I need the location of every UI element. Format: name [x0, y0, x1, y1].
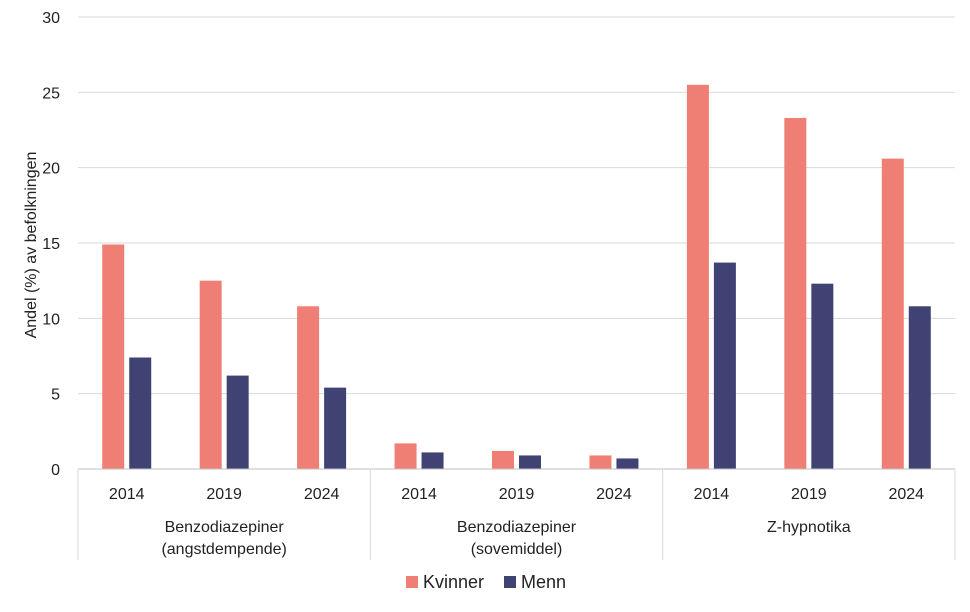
bar-kvinner	[492, 450, 514, 469]
y-tick-label: 20	[42, 161, 60, 178]
gridlines	[78, 16, 955, 395]
group-label: (angstdempende)	[161, 541, 286, 558]
x-tick-label: 2014	[694, 486, 730, 503]
group-label: Benzodiazepiner	[457, 519, 577, 536]
group-label: Z-hypnotika	[767, 519, 851, 536]
bar-kvinner	[297, 306, 320, 469]
x-tick-label: 2014	[109, 486, 145, 503]
y-tick-label: 5	[51, 387, 60, 404]
x-tick-label: 2024	[304, 486, 340, 503]
bar-menn	[811, 283, 834, 469]
group-label: (sovemiddel)	[471, 541, 563, 558]
bar-menn	[421, 452, 444, 469]
bar-kvinner	[199, 280, 222, 469]
bar-kvinner	[881, 158, 904, 470]
legend-label: Kvinner	[423, 572, 484, 592]
bar-menn	[616, 458, 639, 469]
x-tick-label: 2019	[206, 486, 242, 503]
bar-menn	[129, 357, 152, 469]
y-tick-label: 30	[42, 10, 60, 27]
bars	[102, 84, 931, 470]
bar-menn	[324, 387, 347, 469]
group-label: Benzodiazepiner	[165, 519, 285, 536]
bar-kvinner	[102, 244, 125, 469]
y-tick-label: 10	[42, 311, 60, 328]
bar-menn	[519, 455, 541, 469]
y-axis-label: Andel (%) av befolkningen	[23, 152, 40, 339]
x-tick-label: 2014	[401, 486, 437, 503]
y-tick-label: 25	[42, 85, 60, 102]
y-axis-ticks: 0 5 10 15 20 25 30	[42, 10, 60, 479]
x-axis: 2014 2019 2024 Benzodiazepiner (angstdempend…	[77, 468, 956, 560]
x-tick-label: 2019	[791, 486, 827, 503]
legend-swatch-menn	[504, 576, 516, 588]
bar-kvinner	[394, 443, 417, 469]
bar-kvinner	[589, 455, 612, 469]
bar-menn	[713, 262, 736, 469]
y-tick-label: 0	[51, 462, 60, 479]
bar-kvinner	[784, 117, 807, 470]
x-tick-label: 2024	[596, 486, 632, 503]
x-tick-label: 2019	[499, 486, 535, 503]
legend-label: Menn	[521, 572, 566, 592]
bar-menn	[226, 375, 249, 469]
legend-swatch-kvinner	[406, 576, 418, 588]
y-tick-label: 15	[42, 236, 60, 253]
x-tick-label: 2024	[888, 486, 924, 503]
bar-menn	[908, 306, 931, 469]
legend: Kvinner Menn	[406, 572, 566, 592]
bar-kvinner	[686, 84, 709, 470]
